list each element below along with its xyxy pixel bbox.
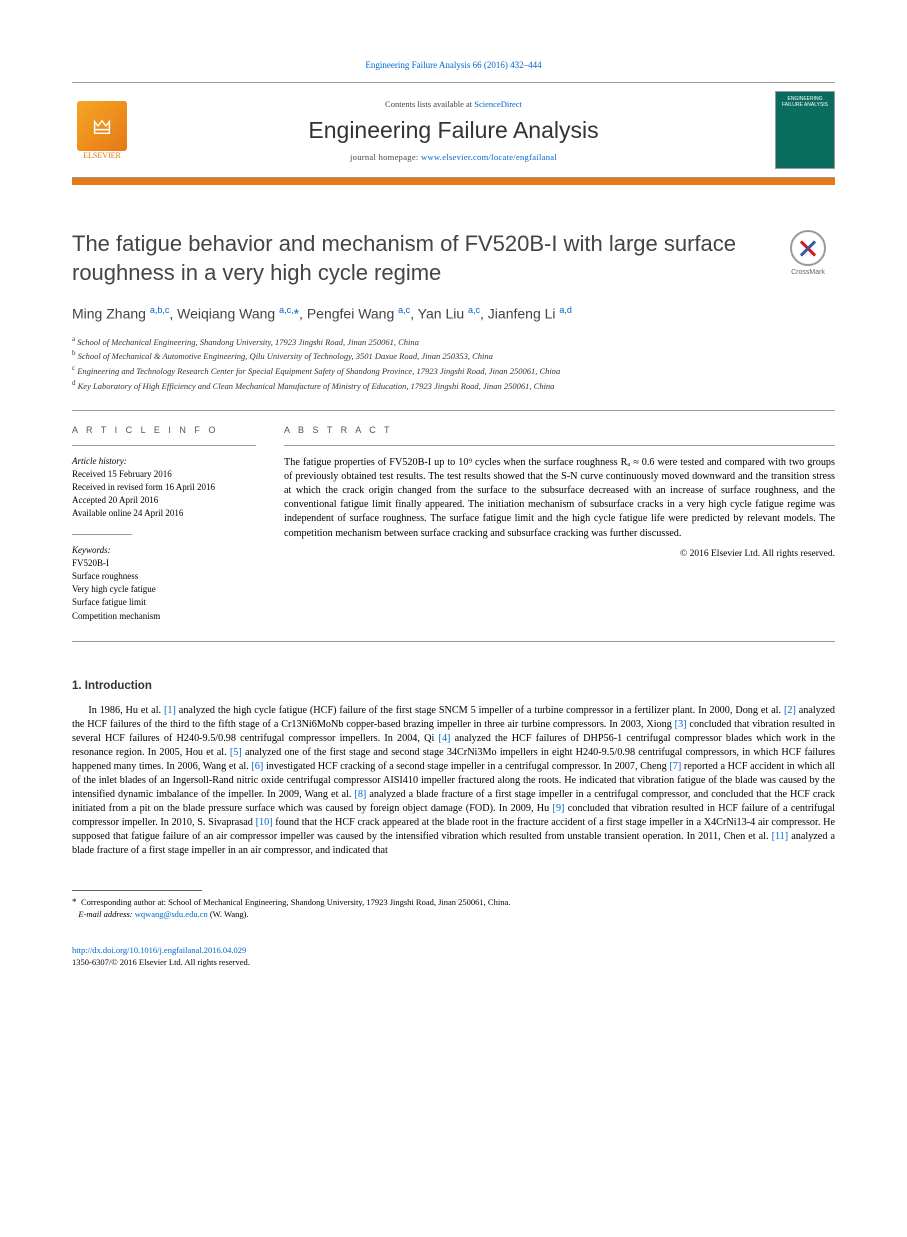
abstract-text: The fatigue properties of FV520B-I up to… — [284, 456, 835, 540]
journal-cover-thumb[interactable]: ENGINEERING FAILURE ANALYSIS — [775, 91, 835, 169]
homepage-prefix: journal homepage: — [350, 152, 421, 162]
history-line: Received 15 February 2016 — [72, 468, 256, 481]
branding-bar — [72, 178, 835, 185]
divider — [72, 641, 835, 642]
ref-link[interactable]: [6] — [251, 761, 263, 772]
corresponding-author-footnote: * Corresponding author at: School of Mec… — [72, 896, 835, 921]
cover-thumb-title: ENGINEERING FAILURE ANALYSIS — [780, 96, 830, 108]
crossmark-label: CrossMark — [791, 269, 825, 276]
keyword: Very high cycle fatigue — [72, 583, 256, 596]
publisher-name: ELSEVIER — [83, 151, 121, 160]
abstract-copyright: © 2016 Elsevier Ltd. All rights reserved… — [284, 549, 835, 559]
ref-link[interactable]: [2] — [784, 705, 796, 716]
footnote-divider — [72, 890, 202, 891]
citation-line[interactable]: Engineering Failure Analysis 66 (2016) 4… — [72, 60, 835, 70]
keywords-block: Keywords: FV520B-ISurface roughnessVery … — [72, 545, 256, 622]
issn-copyright: 1350-6307/© 2016 Elsevier Ltd. All right… — [72, 957, 250, 967]
abstract-divider — [284, 445, 835, 446]
doi-block: http://dx.doi.org/10.1016/j.engfailanal.… — [72, 945, 835, 969]
keywords-label: Keywords: — [72, 545, 256, 555]
doi-link[interactable]: http://dx.doi.org/10.1016/j.engfailanal.… — [72, 945, 246, 955]
ref-link[interactable]: [5] — [230, 747, 242, 758]
page: Engineering Failure Analysis 66 (2016) 4… — [0, 0, 907, 1019]
ref-link[interactable]: [4] — [439, 733, 451, 744]
article-info-heading: A R T I C L E I N F O — [72, 425, 256, 435]
article-title: The fatigue behavior and mechanism of FV… — [72, 230, 781, 287]
sciencedirect-link[interactable]: ScienceDirect — [474, 99, 522, 109]
history-line: Available online 24 April 2016 — [72, 507, 256, 520]
crossmark-icon — [790, 230, 826, 266]
elsevier-tree-icon: 🜲 — [77, 101, 127, 151]
history-lines: Received 15 February 2016Received in rev… — [72, 468, 256, 520]
crossmark-badge[interactable]: CrossMark — [781, 230, 835, 284]
article-info-column: A R T I C L E I N F O Article history: R… — [72, 425, 256, 622]
authors-line: Ming Zhang a,b,c, Weiqiang Wang a,c,*, P… — [72, 305, 835, 322]
ref-link[interactable]: [11] — [772, 831, 789, 842]
corr-text: Corresponding author at: School of Mecha… — [81, 897, 510, 907]
keywords-divider — [72, 534, 132, 535]
contents-list-line: Contents lists available at ScienceDirec… — [142, 99, 765, 109]
email-label: E-mail address: — [78, 909, 134, 919]
keyword: Surface roughness — [72, 570, 256, 583]
masthead: 🜲 ELSEVIER Contents lists available at S… — [72, 82, 835, 178]
ref-link[interactable]: [1] — [164, 705, 176, 716]
keyword: Surface fatigue limit — [72, 596, 256, 609]
ref-link[interactable]: [9] — [553, 803, 565, 814]
star-icon: * — [72, 897, 81, 907]
journal-name: Engineering Failure Analysis — [142, 117, 765, 144]
history-label: Article history: — [72, 456, 256, 466]
keywords-lines: FV520B-ISurface roughnessVery high cycle… — [72, 557, 256, 622]
ref-link[interactable]: [10] — [256, 817, 273, 828]
divider — [72, 410, 835, 411]
ref-link[interactable]: [8] — [354, 789, 366, 800]
info-divider — [72, 445, 256, 446]
masthead-center: Contents lists available at ScienceDirec… — [132, 99, 775, 162]
title-block: The fatigue behavior and mechanism of FV… — [72, 230, 835, 287]
corr-email-link[interactable]: wqwang@sdu.edu.cn — [135, 909, 208, 919]
contents-prefix: Contents lists available at — [385, 99, 474, 109]
ref-link[interactable]: [7] — [669, 761, 681, 772]
email-suffix: (W. Wang). — [208, 909, 249, 919]
keyword: Competition mechanism — [72, 610, 256, 623]
abstract-heading: A B S T R A C T — [284, 425, 835, 435]
ref-link[interactable]: [3] — [675, 719, 687, 730]
elsevier-logo[interactable]: 🜲 ELSEVIER — [72, 96, 132, 164]
keyword: FV520B-I — [72, 557, 256, 570]
homepage-link[interactable]: www.elsevier.com/locate/engfailanal — [421, 152, 557, 162]
journal-homepage: journal homepage: www.elsevier.com/locat… — [142, 152, 765, 162]
affiliations: a School of Mechanical Engineering, Shan… — [72, 334, 835, 392]
abstract-column: A B S T R A C T The fatigue properties o… — [284, 425, 835, 622]
intro-heading: 1. Introduction — [72, 680, 835, 692]
intro-paragraph: In 1986, Hu et al. [1] analyzed the high… — [72, 704, 835, 859]
history-line: Accepted 20 April 2016 — [72, 494, 256, 507]
history-line: Received in revised form 16 April 2016 — [72, 481, 256, 494]
info-abstract-row: A R T I C L E I N F O Article history: R… — [72, 425, 835, 622]
